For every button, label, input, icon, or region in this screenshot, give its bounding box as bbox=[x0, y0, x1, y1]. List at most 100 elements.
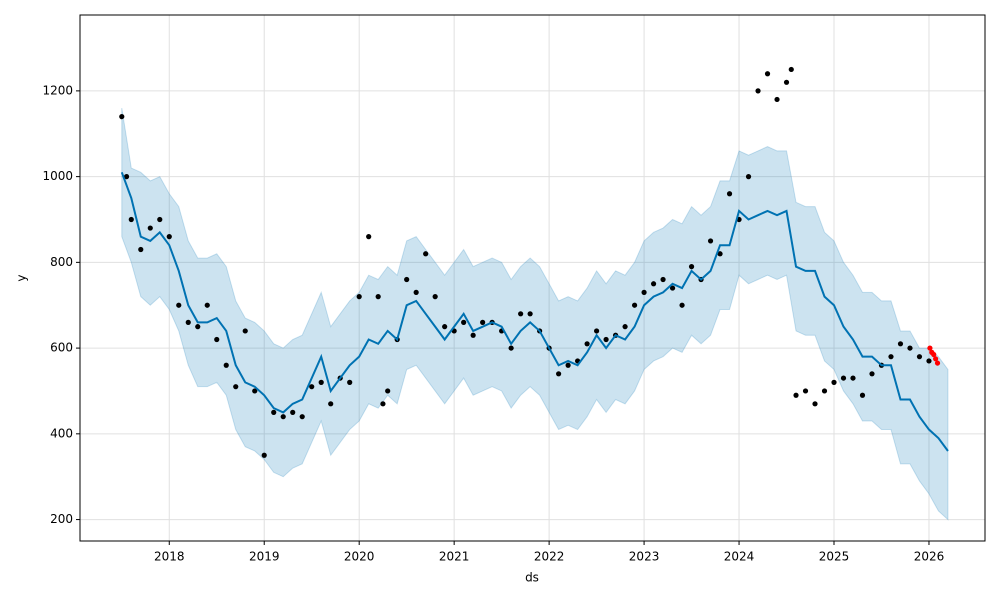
recent-point bbox=[931, 351, 937, 358]
observed-point bbox=[783, 79, 790, 85]
observed-point bbox=[669, 285, 676, 291]
x-tick-label: 2021 bbox=[439, 550, 470, 564]
observed-point bbox=[812, 401, 818, 407]
observed-point bbox=[185, 319, 191, 325]
observed-point bbox=[385, 388, 391, 394]
observed-point bbox=[907, 345, 913, 351]
observed-point bbox=[204, 302, 210, 308]
y-tick-label: 1000 bbox=[42, 169, 73, 183]
recent-point bbox=[933, 356, 939, 362]
observed-point bbox=[764, 71, 771, 77]
observed-point bbox=[413, 289, 419, 295]
observed-point bbox=[242, 328, 248, 334]
observed-point bbox=[299, 414, 305, 420]
observed-point bbox=[252, 388, 258, 394]
observed-point bbox=[356, 294, 362, 300]
observed-point bbox=[157, 216, 163, 223]
observed-point bbox=[461, 319, 467, 325]
y-tick-label: 1200 bbox=[42, 83, 73, 97]
observed-point bbox=[688, 264, 695, 270]
y-tick-label: 400 bbox=[50, 426, 73, 440]
observed-point bbox=[214, 336, 220, 343]
observed-point bbox=[631, 302, 638, 308]
plot-area bbox=[80, 15, 985, 541]
observed-point bbox=[802, 388, 809, 394]
observed-point bbox=[432, 294, 438, 300]
x-tick-label: 2019 bbox=[249, 550, 280, 564]
observed-point bbox=[128, 216, 134, 223]
observed-point bbox=[280, 414, 286, 420]
observed-point bbox=[176, 302, 182, 308]
y-tick-label: 600 bbox=[50, 341, 73, 355]
observed-point bbox=[622, 324, 628, 330]
x-tick-label: 2023 bbox=[629, 550, 660, 564]
observed-point bbox=[318, 379, 324, 385]
x-tick-label: 2020 bbox=[344, 550, 375, 564]
observed-point bbox=[755, 88, 761, 94]
observed-point bbox=[123, 174, 130, 180]
uncertainty-band bbox=[121, 107, 949, 521]
x-tick-label: 2026 bbox=[914, 550, 945, 564]
forecast-line bbox=[120, 171, 949, 452]
observed-point bbox=[328, 401, 334, 407]
recent-point bbox=[927, 345, 933, 351]
observed-point bbox=[603, 336, 609, 343]
observed-point bbox=[926, 358, 932, 364]
observed-point bbox=[897, 341, 904, 347]
observed-point bbox=[869, 371, 875, 377]
axes-frame bbox=[79, 14, 986, 542]
observed-point bbox=[119, 113, 125, 120]
x-tick-label: 2024 bbox=[724, 550, 755, 564]
observed-point bbox=[380, 401, 386, 407]
y-tick-label: 200 bbox=[50, 512, 73, 526]
observed-point bbox=[793, 392, 799, 398]
observed-point bbox=[195, 324, 201, 330]
observed-point bbox=[347, 379, 353, 385]
observed-point bbox=[788, 66, 794, 73]
observed-point bbox=[584, 341, 590, 347]
x-axis-label: ds bbox=[525, 571, 539, 585]
observed-point bbox=[679, 302, 685, 308]
observed-point bbox=[821, 388, 828, 394]
observed-point bbox=[480, 319, 486, 325]
observed-point bbox=[423, 251, 429, 257]
observed-point bbox=[138, 246, 144, 253]
observed-point bbox=[565, 362, 571, 368]
observed-point bbox=[309, 384, 315, 390]
observed-point bbox=[404, 276, 410, 283]
y-tick-label: 800 bbox=[50, 255, 73, 269]
observed-point bbox=[508, 345, 514, 351]
observed-point bbox=[916, 354, 923, 360]
observed-point bbox=[745, 174, 752, 180]
observed-point bbox=[660, 276, 666, 283]
observed-point bbox=[470, 332, 476, 338]
recent-point bbox=[934, 360, 941, 366]
observed-point bbox=[366, 234, 372, 240]
observed-point bbox=[707, 238, 714, 244]
observed-point bbox=[831, 379, 837, 385]
observed-point bbox=[375, 294, 381, 300]
observed-point bbox=[556, 371, 562, 377]
observed-point bbox=[650, 281, 657, 287]
observed-point bbox=[147, 225, 153, 231]
observed-point bbox=[717, 251, 723, 257]
observed-point bbox=[594, 328, 600, 334]
observed-point bbox=[261, 452, 267, 458]
x-tick-label: 2025 bbox=[819, 550, 850, 564]
observed-point bbox=[840, 375, 847, 381]
y-axis-label: y bbox=[15, 274, 29, 281]
observed-point bbox=[442, 324, 448, 330]
x-tick-label: 2022 bbox=[534, 550, 565, 564]
observed-point bbox=[774, 96, 780, 103]
x-tick-label: 2018 bbox=[154, 550, 185, 564]
observed-point bbox=[290, 409, 296, 415]
observed-point bbox=[726, 191, 733, 197]
observed-point bbox=[518, 311, 524, 317]
observed-point bbox=[859, 392, 866, 398]
observed-point bbox=[166, 234, 172, 240]
observed-point bbox=[641, 289, 647, 295]
observed-point bbox=[527, 311, 533, 317]
